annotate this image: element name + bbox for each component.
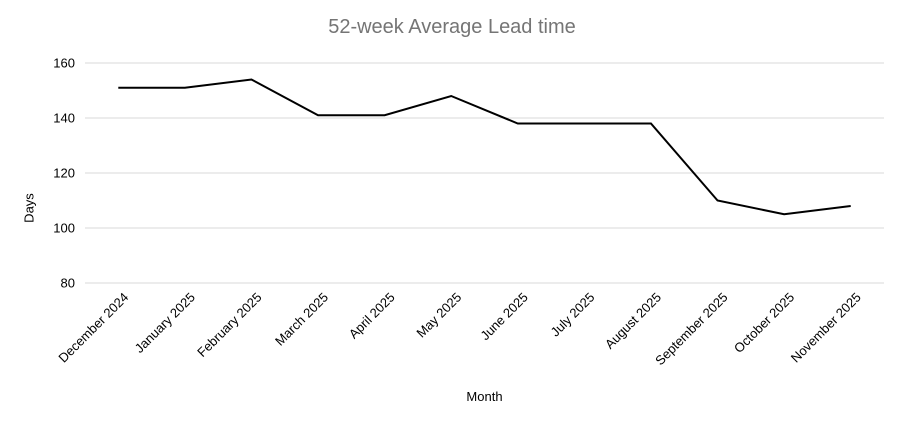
chart-title: 52-week Average Lead time (328, 16, 576, 38)
y-tick-label: 100 (53, 221, 75, 236)
x-tick-label: March 2025 (272, 290, 331, 349)
x-tick-label: June 2025 (477, 290, 531, 344)
lead-time-series-line (118, 78, 851, 216)
x-tick-label: August 2025 (602, 290, 664, 352)
x-tick-label: April 2025 (346, 290, 398, 342)
y-tick-label: 140 (53, 111, 75, 126)
x-tick-label: July 2025 (548, 290, 598, 340)
y-tick-label: 160 (53, 56, 75, 71)
x-tick-label: November 2025 (788, 290, 864, 366)
x-tick-label: January 2025 (132, 290, 198, 356)
y-tick-label: 80 (61, 276, 75, 291)
x-tick-label: February 2025 (194, 290, 264, 360)
x-tick-label: September 2025 (652, 290, 731, 369)
x-tick-label: May 2025 (413, 290, 464, 341)
x-axis-title: Month (466, 389, 503, 404)
x-tick-label: December 2024 (55, 290, 131, 366)
x-tick-label: October 2025 (731, 290, 797, 356)
y-tick-label: 120 (53, 166, 75, 181)
